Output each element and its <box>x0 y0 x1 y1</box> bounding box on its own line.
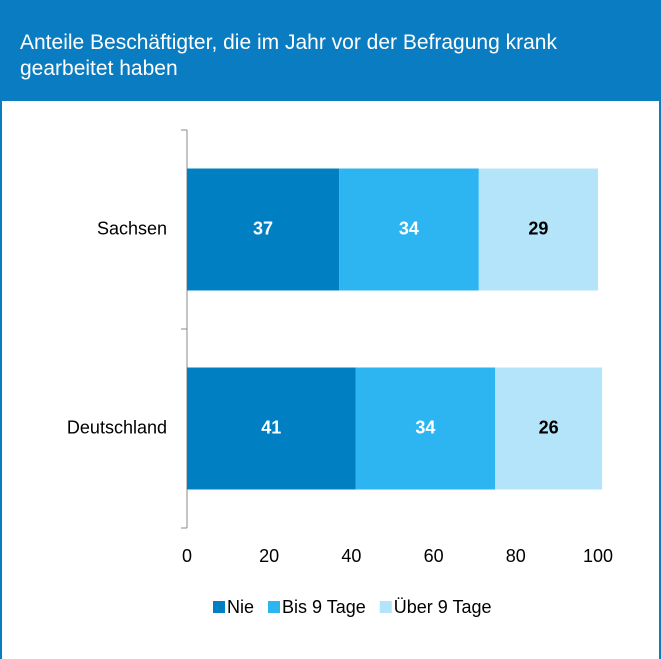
data-label: 29 <box>528 218 548 238</box>
x-tick-label: 0 <box>182 546 192 566</box>
legend-swatch <box>379 601 392 613</box>
bar-segment <box>495 367 603 490</box>
x-tick-label: 40 <box>341 546 361 566</box>
border <box>0 101 2 659</box>
data-label: 34 <box>399 218 419 238</box>
border <box>659 101 661 659</box>
bar-segment <box>339 168 479 291</box>
bar-segment <box>478 168 598 291</box>
chart-title: Anteile Beschäftigter, die im Jahr vor d… <box>20 31 557 80</box>
legend-label: Nie <box>227 597 254 617</box>
x-tick-label: 20 <box>259 546 279 566</box>
bar-segment <box>355 367 496 490</box>
bar-segment <box>187 367 356 490</box>
bar-segment <box>187 168 340 291</box>
y-tick-label: Deutschland <box>67 417 167 437</box>
legend-swatch <box>213 601 225 613</box>
data-label: 26 <box>539 417 559 437</box>
data-label: 34 <box>415 417 435 437</box>
x-tick-label: 100 <box>583 546 613 566</box>
header: Anteile Beschäftigter, die im Jahr vor d… <box>0 0 661 101</box>
y-tick-label: Sachsen <box>97 218 167 238</box>
legend-label: Über 9 Tage <box>394 597 492 617</box>
x-tick-label: 80 <box>506 546 526 566</box>
legend-swatch <box>268 601 281 613</box>
data-label: 41 <box>261 417 281 437</box>
legend-label: Bis 9 Tage <box>282 597 366 617</box>
data-label: 37 <box>253 218 273 238</box>
x-tick-label: 60 <box>424 546 444 566</box>
